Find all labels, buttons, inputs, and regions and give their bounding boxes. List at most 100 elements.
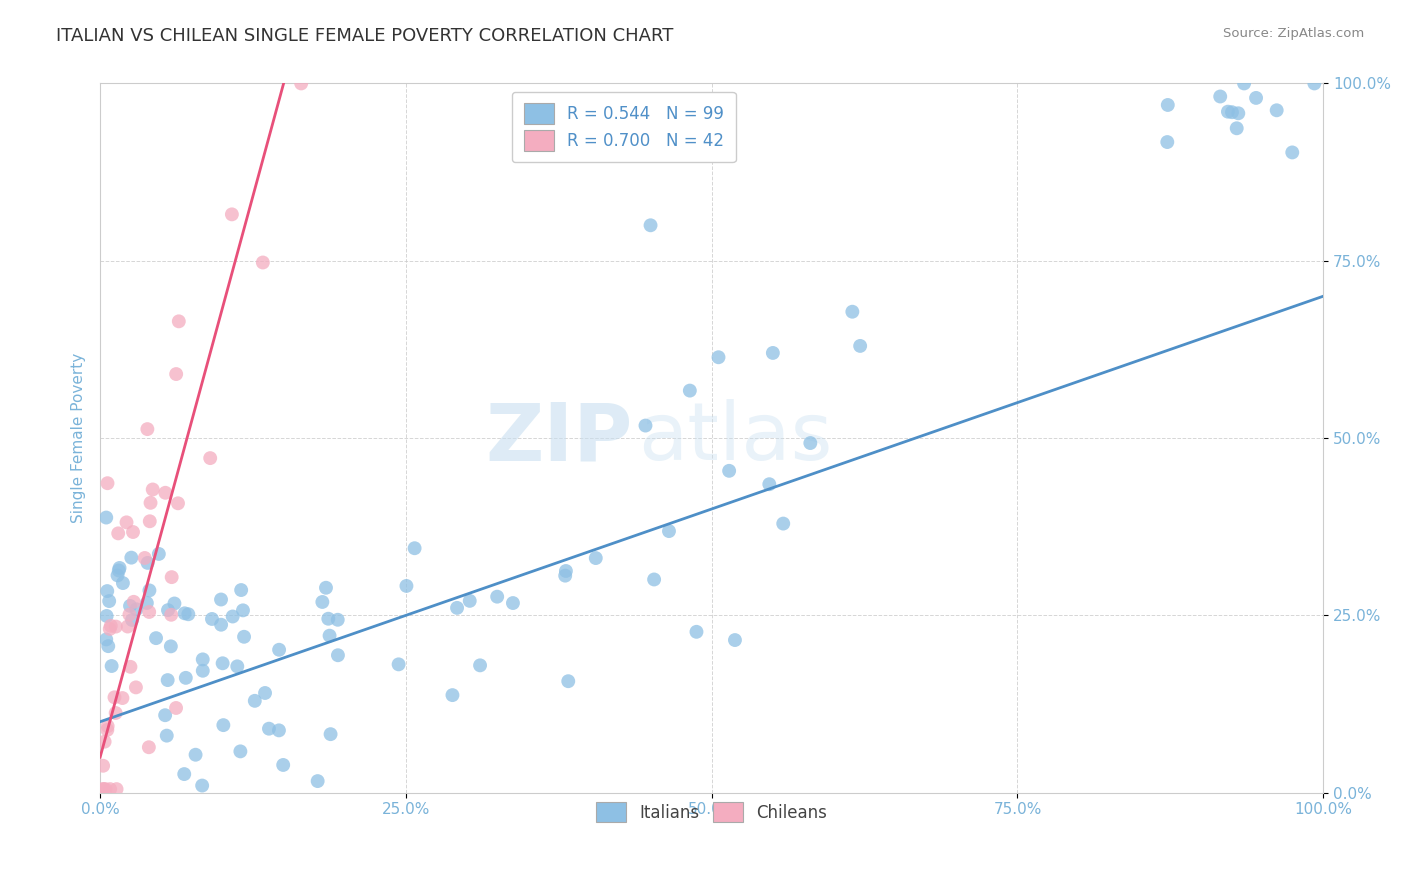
Point [1281, 145, 1303, 160]
Point [271, 758, 294, 772]
Point [98, 782, 121, 797]
Point [634, 418, 657, 433]
Point [267, 723, 290, 738]
Point [160, 640, 183, 654]
Legend: Italians, Chileans: Italians, Chileans [585, 790, 839, 834]
Point [211, 657, 233, 671]
Point [458, 594, 481, 608]
Point [138, 605, 160, 619]
Point [841, 304, 863, 318]
Point [96, 609, 118, 624]
Point [209, 617, 232, 632]
Point [232, 603, 254, 617]
Point [96, 510, 118, 524]
Point [762, 346, 785, 360]
Point [269, 642, 291, 657]
Point [156, 729, 179, 743]
Point [96, 476, 118, 491]
Point [184, 747, 207, 762]
Point [100, 619, 122, 633]
Point [319, 727, 342, 741]
Point [96, 584, 118, 599]
Point [849, 339, 872, 353]
Point [118, 607, 141, 622]
Point [93, 734, 115, 748]
Point [107, 568, 129, 582]
Point [231, 582, 253, 597]
Point [446, 600, 468, 615]
Point [177, 607, 200, 622]
Point [772, 516, 794, 531]
Point [125, 681, 148, 695]
Point [585, 551, 607, 566]
Point [142, 483, 165, 497]
Text: atlas: atlas [638, 399, 832, 477]
Point [122, 524, 145, 539]
Point [135, 596, 157, 610]
Point [167, 496, 190, 510]
Point [315, 581, 337, 595]
Point [679, 384, 702, 398]
Point [1233, 77, 1256, 91]
Point [758, 477, 780, 491]
Point [191, 779, 214, 793]
Point [191, 664, 214, 678]
Point [93, 782, 115, 797]
Point [221, 609, 243, 624]
Point [1244, 91, 1267, 105]
Point [191, 652, 214, 666]
Point [229, 744, 252, 758]
Point [554, 568, 576, 582]
Point [165, 367, 187, 381]
Point [122, 595, 145, 609]
Point [98, 622, 121, 636]
Point [96, 723, 118, 737]
Point [104, 706, 127, 720]
Point [107, 564, 129, 578]
Point [209, 592, 232, 607]
Point [799, 436, 821, 450]
Point [233, 630, 256, 644]
Point [165, 701, 187, 715]
Point [724, 633, 747, 648]
Text: ZIP: ZIP [485, 399, 633, 477]
Point [1157, 98, 1180, 112]
Point [441, 688, 464, 702]
Point [254, 686, 277, 700]
Point [138, 740, 160, 755]
Point [557, 674, 579, 689]
Point [290, 77, 312, 91]
Point [221, 207, 243, 221]
Point [1226, 121, 1249, 136]
Point [486, 590, 509, 604]
Point [97, 719, 120, 733]
Point [120, 550, 142, 565]
Point [311, 595, 333, 609]
Point [226, 659, 249, 673]
Point [125, 602, 148, 616]
Text: ITALIAN VS CHILEAN SINGLE FEMALE POVERTY CORRELATION CHART: ITALIAN VS CHILEAN SINGLE FEMALE POVERTY… [56, 27, 673, 45]
Point [134, 551, 156, 566]
Point [468, 658, 491, 673]
Point [100, 659, 122, 673]
Point [136, 422, 159, 436]
Point [167, 314, 190, 328]
Point [318, 612, 340, 626]
Y-axis label: Single Female Poverty: Single Female Poverty [72, 353, 86, 524]
Point [404, 541, 426, 556]
Point [1216, 104, 1239, 119]
Point [139, 514, 162, 528]
Point [1227, 106, 1250, 120]
Point [148, 547, 170, 561]
Point [200, 451, 222, 466]
Point [707, 351, 730, 365]
Point [107, 526, 129, 541]
Point [121, 613, 143, 627]
Point [307, 774, 329, 789]
Point [138, 583, 160, 598]
Point [160, 570, 183, 584]
Point [111, 576, 134, 591]
Point [108, 561, 131, 575]
Point [1303, 77, 1326, 91]
Point [118, 599, 141, 613]
